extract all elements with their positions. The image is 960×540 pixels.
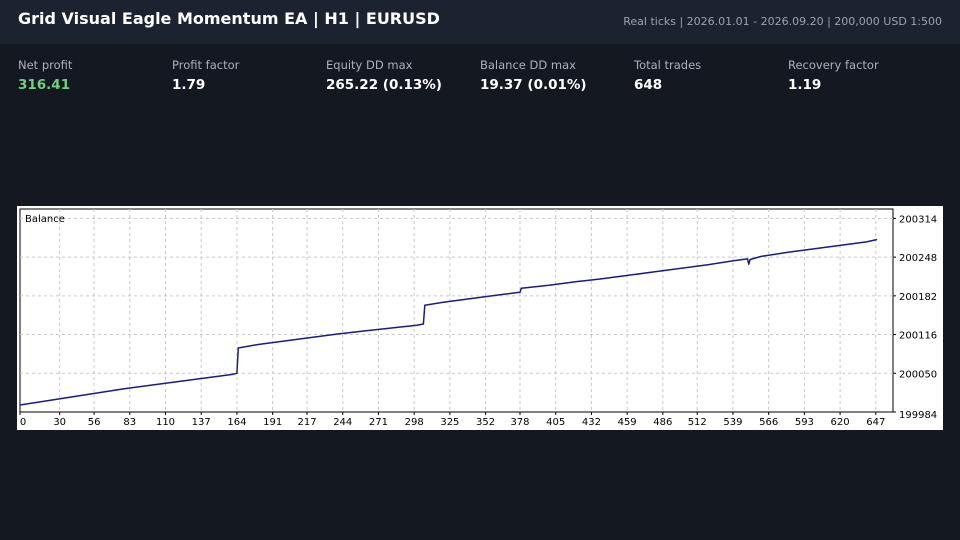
x-tick-label: 459 bbox=[618, 417, 637, 428]
x-tick-label: 56 bbox=[88, 417, 101, 428]
x-tick-label: 0 bbox=[20, 417, 26, 428]
y-tick-label: 200050 bbox=[899, 369, 937, 380]
x-tick-label: 378 bbox=[510, 417, 529, 428]
x-tick-label: 620 bbox=[831, 417, 850, 428]
x-tick-label: 191 bbox=[263, 417, 282, 428]
tick-layer: 0 30 56 83 110 137 164 191 217 244 271 298 325 352 378… bbox=[19, 214, 937, 428]
x-tick-label: 325 bbox=[440, 417, 459, 428]
x-tick-label: 217 bbox=[297, 417, 316, 428]
x-tick-label: 137 bbox=[192, 417, 211, 428]
x-tick-label: 566 bbox=[759, 417, 778, 428]
y-tick-label: 200116 bbox=[899, 331, 937, 342]
y-tick-label: 199984 bbox=[899, 410, 937, 421]
y-tick-label: 200314 bbox=[899, 214, 937, 225]
x-tick-label: 405 bbox=[546, 417, 565, 428]
y-tick-label: 200248 bbox=[899, 253, 937, 264]
x-tick-label: 83 bbox=[123, 417, 136, 428]
x-tick-label: 164 bbox=[227, 417, 246, 428]
stat-value: 316.41 bbox=[18, 77, 71, 93]
stat-label: Profit factor bbox=[172, 58, 240, 72]
x-tick-label: 593 bbox=[795, 417, 814, 428]
x-tick-label: 244 bbox=[333, 417, 352, 428]
test-settings: Real ticks | 2026.01.01 - 2026.09.20 | 2… bbox=[623, 15, 942, 28]
legend-label: Balance bbox=[25, 214, 65, 225]
line-layer bbox=[19, 238, 878, 406]
stat-label: Total trades bbox=[634, 58, 702, 72]
stat-net-profit: Net profit 316.41 bbox=[18, 58, 168, 93]
x-tick-label: 298 bbox=[405, 417, 424, 428]
header-bar: Grid Visual Eagle Momentum EA | H1 | EUR… bbox=[0, 0, 960, 44]
x-tick-label: 432 bbox=[582, 417, 601, 428]
stat-label: Recovery factor bbox=[788, 58, 879, 72]
stat-value: 1.79 bbox=[172, 77, 206, 93]
grid-layer bbox=[20, 209, 893, 412]
stat-balance-dd: Balance DD max 19.37 (0.01%) bbox=[480, 58, 630, 93]
x-tick-label: 352 bbox=[476, 417, 495, 428]
stat-label: Net profit bbox=[18, 58, 73, 72]
stat-profit-factor: Profit factor 1.79 bbox=[172, 58, 322, 93]
x-tick-label: 271 bbox=[369, 417, 388, 428]
stat-recovery-factor: Recovery factor 1.19 bbox=[788, 58, 938, 93]
stat-label: Balance DD max bbox=[480, 58, 576, 72]
stats-panel: Net profit 316.41 Profit factor 1.79 Equ… bbox=[18, 58, 948, 98]
x-tick-label: 512 bbox=[688, 417, 707, 428]
x-tick-label: 647 bbox=[866, 417, 885, 428]
stat-value: 1.19 bbox=[788, 77, 822, 93]
balance-chart: 0 30 56 83 110 137 164 191 217 244 271 298 325 352 378… bbox=[17, 206, 943, 430]
report-title: Grid Visual Eagle Momentum EA | H1 | EUR… bbox=[18, 9, 440, 28]
x-tick-label: 539 bbox=[723, 417, 742, 428]
x-tick-label: 30 bbox=[53, 417, 66, 428]
stat-value: 648 bbox=[634, 77, 663, 93]
stat-total-trades: Total trades 648 bbox=[634, 58, 784, 93]
plot-area bbox=[19, 208, 894, 413]
stat-value: 265.22 (0.13%) bbox=[326, 77, 442, 93]
stat-label: Equity DD max bbox=[326, 58, 413, 72]
stat-value: 19.37 (0.01%) bbox=[480, 77, 587, 93]
chart-svg: 0 30 56 83 110 137 164 191 217 244 271 298 325 352 378… bbox=[19, 208, 937, 428]
stat-equity-dd: Equity DD max 265.22 (0.13%) bbox=[326, 58, 476, 93]
x-tick-label: 486 bbox=[653, 417, 672, 428]
balance-line bbox=[19, 238, 878, 406]
y-tick-label: 200182 bbox=[899, 292, 937, 303]
x-tick-label: 110 bbox=[156, 417, 175, 428]
